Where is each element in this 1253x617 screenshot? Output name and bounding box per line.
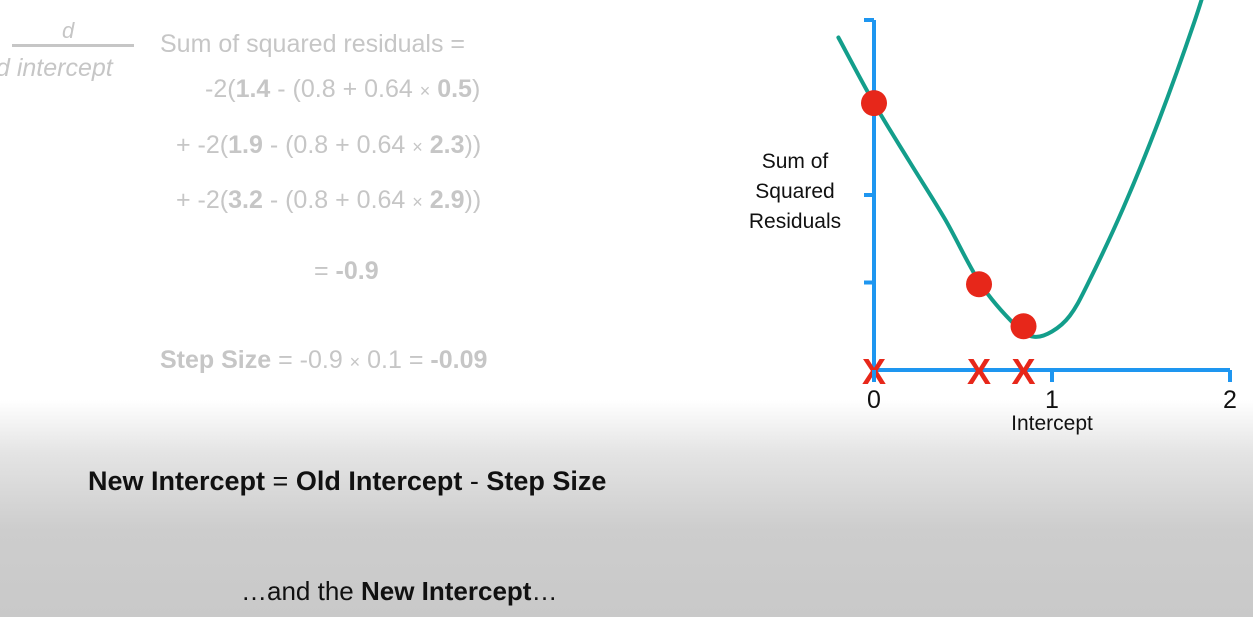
- ssr-curve-group: [836, 0, 1204, 339]
- derivative-lhs: Sum of squared residuals =: [160, 30, 466, 58]
- x-marker: X: [1012, 351, 1036, 392]
- data-point: [1010, 313, 1037, 340]
- ssr-vs-intercept-chart: XXX 0 1 2 Intercept Sum of Squared Residua…: [749, 0, 1237, 435]
- data-point: [966, 271, 993, 298]
- subtitle-caption: …and the New Intercept…: [241, 576, 558, 606]
- y-axis-title-line-3: Residuals: [749, 210, 841, 233]
- derivative-result: = -0.9: [314, 257, 379, 285]
- term-line-2: + -2(1.9 - (0.8 + 0.64 × 2.3)): [176, 131, 482, 159]
- x-markers-group: XXX: [862, 351, 1036, 392]
- data-points-group: [861, 90, 1037, 340]
- fraction-bar: [12, 44, 134, 47]
- data-point: [861, 90, 887, 117]
- caption-band: [0, 400, 1253, 617]
- x-tick-label: 1: [1045, 386, 1059, 414]
- x-marker: X: [967, 351, 991, 392]
- fraction-numerator: d: [62, 18, 75, 43]
- ssr-curve: [836, 0, 1204, 339]
- x-tick-labels-group: 0 1 2: [867, 370, 1237, 414]
- step-size-calc: Step Size = -0.9 × 0.1 = -0.09: [160, 346, 488, 374]
- x-tick-label: 0: [867, 386, 881, 414]
- update-rule-formula: New Intercept = Old Intercept - Step Siz…: [88, 466, 607, 496]
- term-line-1: -2(1.4 - (0.8 + 0.64 × 0.5): [205, 75, 481, 103]
- fraction-denominator: d intercept: [0, 54, 113, 82]
- term-line-3: + -2(3.2 - (0.8 + 0.64 × 2.9)): [176, 186, 482, 214]
- x-axis-title: Intercept: [1011, 412, 1093, 435]
- x-tick-label: 2: [1223, 386, 1237, 414]
- y-axis-title-line-2: Squared: [755, 180, 834, 203]
- y-axis-title-line-1: Sum of: [762, 150, 829, 173]
